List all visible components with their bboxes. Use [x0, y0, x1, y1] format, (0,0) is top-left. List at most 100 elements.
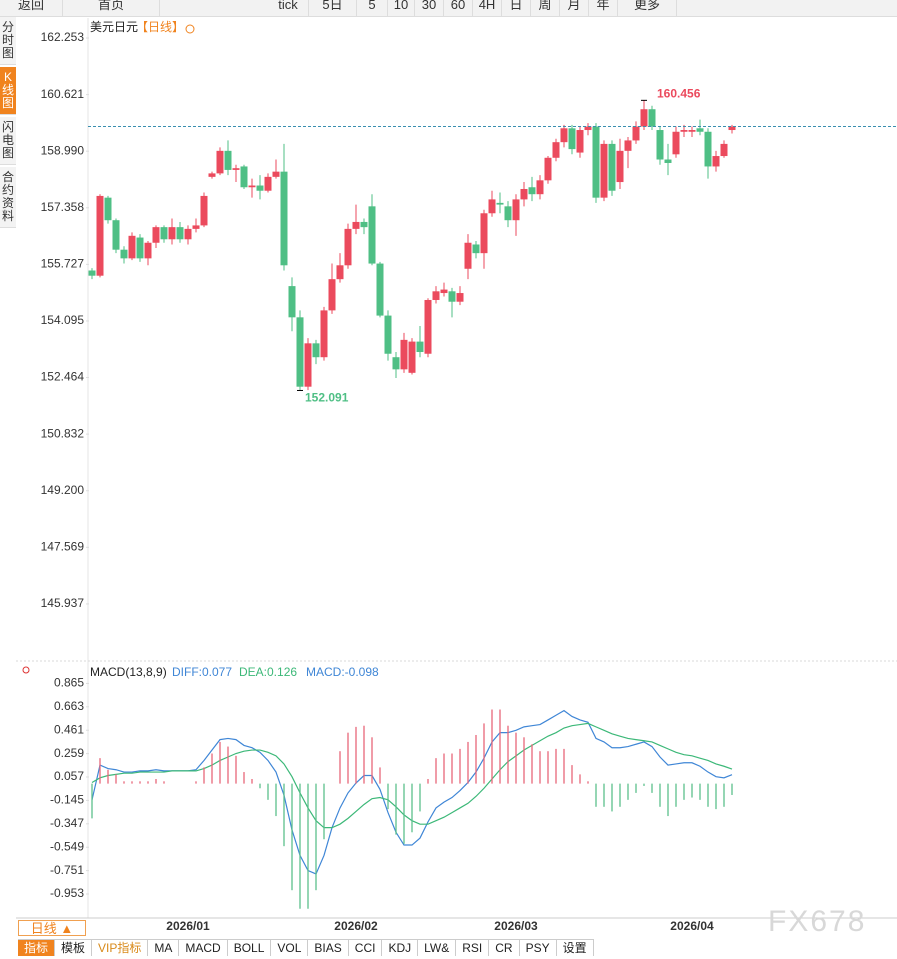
y-tick-label: 152.464 — [41, 370, 85, 384]
candle-body — [296, 317, 304, 387]
indicator-tab[interactable]: PSY — [519, 940, 557, 956]
candle-body — [184, 228, 192, 240]
candle-body — [592, 126, 600, 198]
candle-body — [352, 221, 360, 229]
candle-body — [608, 143, 616, 191]
toolbar: 返回 首页 tick 5日 5 10 30 60 4H 日周月年更多 — [0, 0, 897, 17]
y-tick-label: -0.751 — [50, 863, 84, 877]
y-tick-label: -0.953 — [50, 886, 84, 900]
indicator-tab[interactable]: 指标 — [18, 940, 56, 956]
candle-body — [680, 130, 688, 132]
y-tick-label: -0.549 — [50, 839, 84, 853]
toolbar-button[interactable]: 4H — [473, 0, 502, 16]
indicator-tab[interactable]: LW& — [418, 940, 457, 956]
chart-title: 美元日元 — [90, 20, 138, 34]
toolbar-button[interactable]: 10 — [388, 0, 415, 16]
candle-body — [600, 143, 608, 198]
candle-body — [400, 339, 408, 370]
toolbar-button[interactable]: 首页 — [63, 0, 160, 16]
candle-body — [544, 157, 552, 181]
high-label: 160.456 — [657, 87, 701, 101]
candle-body — [456, 293, 464, 302]
settings-icon[interactable] — [22, 666, 30, 674]
candle-body — [656, 130, 664, 160]
candle-body — [408, 341, 416, 373]
candle-body — [264, 176, 272, 191]
candle-body — [704, 131, 712, 167]
candle-body — [112, 220, 120, 250]
candle-body — [160, 227, 168, 240]
candle-body — [200, 195, 208, 226]
candle-body — [176, 227, 184, 240]
y-tick-label: 0.663 — [54, 699, 84, 713]
candle-body — [728, 126, 736, 131]
y-tick-label: 150.832 — [41, 426, 85, 440]
indicator-tab[interactable]: KDJ — [382, 940, 419, 956]
watermark: FX678 — [768, 905, 867, 938]
candle-body — [512, 199, 520, 221]
indicator-tab[interactable]: VOL — [271, 940, 309, 956]
candle-body — [152, 227, 160, 243]
toolbar-button[interactable]: 60 — [444, 0, 473, 16]
candle-body — [616, 150, 624, 183]
candle-body — [528, 187, 536, 195]
toolbar-button[interactable]: 返回 — [0, 0, 63, 16]
indicator-tab[interactable]: 模板 — [55, 940, 93, 956]
candle-body — [304, 343, 312, 387]
low-label: 152.091 — [305, 391, 349, 405]
period-selector[interactable]: 日线 ▲ — [18, 920, 86, 936]
toolbar-button[interactable]: 年 — [589, 0, 618, 16]
candle-body — [720, 143, 728, 157]
toolbar-button[interactable]: 5 — [357, 0, 388, 16]
toolbar-button[interactable]: 周 — [531, 0, 560, 16]
sidebar-tab[interactable]: K线图 — [0, 67, 16, 115]
legend-entry: MACD:-0.098 — [306, 665, 379, 679]
candle-body — [480, 213, 488, 254]
indicator-tab[interactable]: 设置 — [556, 940, 594, 956]
candle-body — [328, 279, 336, 311]
toolbar-button[interactable]: tick — [268, 0, 309, 16]
indicator-tab[interactable]: BOLL — [227, 940, 272, 956]
candle-body — [432, 291, 440, 300]
indicator-tab[interactable]: MA — [148, 940, 180, 956]
candle-body — [272, 171, 280, 177]
candle-body — [120, 249, 128, 259]
candle-body — [448, 291, 456, 302]
candle-body — [504, 206, 512, 221]
candle-body — [104, 197, 112, 221]
sidebar: 分时图 K线图闪电图合约资料 — [0, 17, 16, 230]
toolbar-button[interactable]: 5日 — [309, 0, 357, 16]
legend-entry: DEA:0.126 — [239, 665, 297, 679]
indicator-title: MACD(13,8,9) — [90, 665, 167, 679]
candle-body — [320, 310, 328, 358]
candle-body — [424, 299, 432, 354]
candle-body — [640, 109, 648, 127]
candle-body — [336, 265, 344, 280]
toolbar-button[interactable]: 30 — [415, 0, 444, 16]
indicator-tab[interactable]: CCI — [348, 940, 383, 956]
candle-body — [96, 195, 104, 276]
indicator-tab[interactable]: RSI — [456, 940, 490, 956]
indicator-tab[interactable]: MACD — [179, 940, 228, 956]
candle-body — [392, 357, 400, 370]
candle-body — [464, 242, 472, 269]
x-tick-label: 2026/03 — [494, 919, 538, 933]
legend-entry: DIFF:0.077 — [172, 665, 232, 679]
y-tick-label: 0.259 — [54, 746, 84, 760]
indicator-tab[interactable]: VIP指标 — [92, 940, 149, 956]
indicator-tab[interactable]: CR — [489, 940, 520, 956]
candle-body — [664, 159, 672, 163]
candle-body — [560, 128, 568, 143]
toolbar-button[interactable]: 月 — [560, 0, 589, 16]
candle-body — [648, 109, 656, 127]
sidebar-tab[interactable]: 闪电图 — [0, 117, 16, 165]
indicator-tab[interactable]: BIAS — [308, 940, 349, 956]
toolbar-button[interactable]: 日 — [502, 0, 531, 16]
sidebar-tab[interactable]: 合约资料 — [0, 167, 16, 228]
candle-body — [256, 185, 264, 191]
candle-body — [384, 315, 392, 354]
toolbar-button[interactable]: 更多 — [618, 0, 677, 16]
sidebar-tab[interactable]: 分时图 — [0, 17, 16, 65]
candle-body — [376, 263, 384, 316]
candle-body — [368, 206, 376, 264]
